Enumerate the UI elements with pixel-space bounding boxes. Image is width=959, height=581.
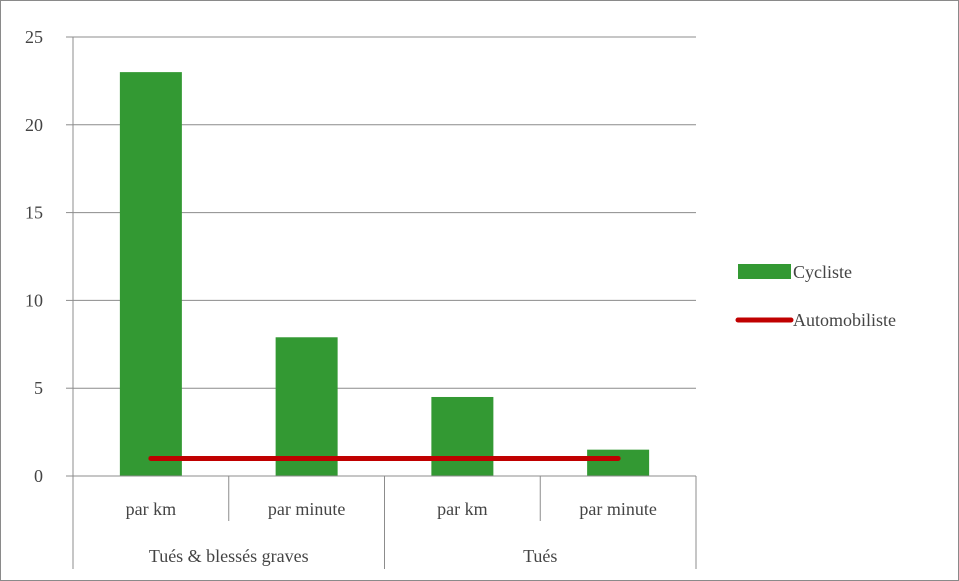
y-tick-label: 25 xyxy=(25,27,43,47)
legend-label-cycliste: Cycliste xyxy=(793,262,852,282)
category-label: par minute xyxy=(268,499,345,519)
y-tick-label: 5 xyxy=(34,378,43,398)
legend-swatch-cycliste xyxy=(738,264,791,279)
legend-label-automobiliste: Automobiliste xyxy=(793,310,896,330)
bar-1 xyxy=(119,72,182,477)
group-label: Tués & blessés graves xyxy=(149,546,309,566)
category-label: par km xyxy=(437,499,487,519)
bar-3 xyxy=(431,396,494,476)
category-label: par km xyxy=(126,499,176,519)
y-tick-label: 20 xyxy=(25,115,43,135)
bar-4 xyxy=(587,449,650,476)
y-tick-label: 15 xyxy=(25,203,43,223)
bar-2 xyxy=(275,337,338,476)
group-label: Tués xyxy=(523,546,557,566)
category-label: par minute xyxy=(579,499,656,519)
y-tick-label: 10 xyxy=(25,290,43,310)
y-tick-label: 0 xyxy=(34,466,43,486)
